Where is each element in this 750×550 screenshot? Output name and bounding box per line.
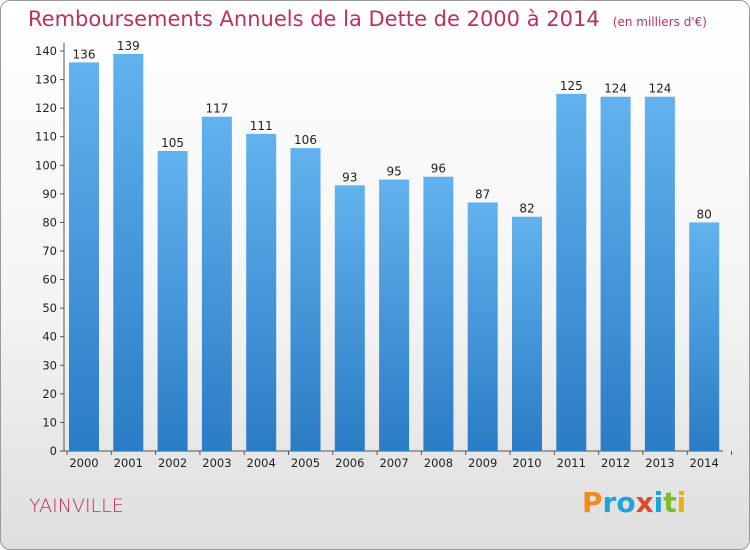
bar-2006	[334, 185, 365, 452]
bar-2012	[600, 96, 631, 451]
x-tick-label-2013: 2013	[645, 456, 674, 470]
proxiti-logo: Proxiti	[582, 486, 686, 519]
value-label-2003: 117	[205, 102, 228, 116]
value-label-2013: 124	[648, 82, 671, 96]
y-tick-label: 20	[42, 387, 57, 401]
value-label-2007: 95	[386, 165, 401, 179]
x-tick-label-2011: 2011	[557, 456, 586, 470]
y-tick-label: 0	[50, 444, 57, 458]
city-name: YAINVILLE	[29, 495, 124, 517]
bar-2007	[379, 179, 410, 452]
x-tick-label-2006: 2006	[335, 456, 364, 470]
bar-2003	[201, 116, 232, 451]
x-tick-label-2008: 2008	[424, 456, 453, 470]
title-unit-note: (en milliers d'€)	[612, 15, 707, 29]
x-tick-label-2000: 2000	[69, 456, 98, 470]
y-tick-label: 140	[35, 44, 57, 58]
logo-letter: P	[582, 486, 603, 519]
y-tick-label: 80	[42, 215, 57, 229]
chart-axes: 0 10 20 30 40 50 60 70 80 90 100 110 120 130 140	[35, 43, 732, 458]
bar-2009	[467, 202, 498, 451]
y-tick-label: 50	[42, 301, 57, 315]
value-label-2006: 93	[342, 170, 357, 184]
chart-bars	[69, 53, 720, 452]
bar-2002	[157, 151, 188, 451]
bar-2013	[644, 96, 675, 451]
logo-letter: i	[653, 486, 664, 519]
logo-letter: i	[676, 486, 687, 519]
logo-letter: r	[602, 486, 617, 519]
value-label-2011: 125	[560, 79, 583, 93]
bar-2005	[290, 148, 321, 451]
y-tick-label: 90	[42, 187, 57, 201]
y-tick-label: 120	[35, 101, 57, 115]
y-tick-label: 100	[35, 158, 57, 172]
bar-2010	[512, 216, 542, 451]
value-label-2004: 111	[250, 119, 273, 133]
bar-2000	[69, 62, 99, 452]
bar-2008	[423, 176, 454, 451]
y-tick-label: 110	[35, 130, 57, 144]
value-label-2005: 106	[294, 133, 317, 147]
logo-letter: t	[663, 486, 677, 519]
value-label-2009: 87	[475, 187, 490, 201]
value-label-2014: 80	[697, 207, 712, 221]
y-tick-label: 60	[42, 273, 57, 287]
bar-2014	[689, 222, 720, 451]
x-tick-label-2002: 2002	[158, 456, 187, 470]
y-tick-label: 70	[42, 244, 57, 258]
logo-letter: o	[616, 486, 636, 519]
x-tick-label-2007: 2007	[379, 456, 408, 470]
chart-labels: 2000 136 2001 139 2002 105 2003 117 2004 111 2005 1…	[69, 39, 718, 470]
y-tick-label: 130	[35, 73, 57, 87]
x-tick-label-2001: 2001	[114, 456, 143, 470]
y-tick-label: 30	[42, 358, 57, 372]
value-label-2008: 96	[431, 162, 446, 176]
x-tick-label-2014: 2014	[690, 456, 719, 470]
value-label-2012: 124	[604, 82, 627, 96]
y-tick-label: 40	[42, 330, 57, 344]
x-tick-label-2012: 2012	[601, 456, 630, 470]
value-label-2002: 105	[161, 136, 184, 150]
x-tick-label-2005: 2005	[291, 456, 320, 470]
value-label-2010: 82	[519, 202, 534, 216]
bar-2011	[556, 93, 587, 451]
x-tick-label-2009: 2009	[468, 456, 497, 470]
bar-2001	[113, 53, 144, 451]
bar-2004	[246, 133, 277, 451]
logo-letter: x	[635, 486, 654, 519]
value-label-2001: 139	[117, 39, 140, 53]
x-tick-label-2004: 2004	[247, 456, 276, 470]
chart-title: Remboursements Annuels de la Dette de 20…	[28, 7, 707, 31]
y-tick-label: 10	[42, 415, 57, 429]
x-tick-label-2003: 2003	[202, 456, 231, 470]
value-label-2000: 136	[73, 47, 96, 61]
x-tick-label-2010: 2010	[512, 456, 541, 470]
title-main: Remboursements Annuels de la Dette de 20…	[28, 7, 600, 31]
